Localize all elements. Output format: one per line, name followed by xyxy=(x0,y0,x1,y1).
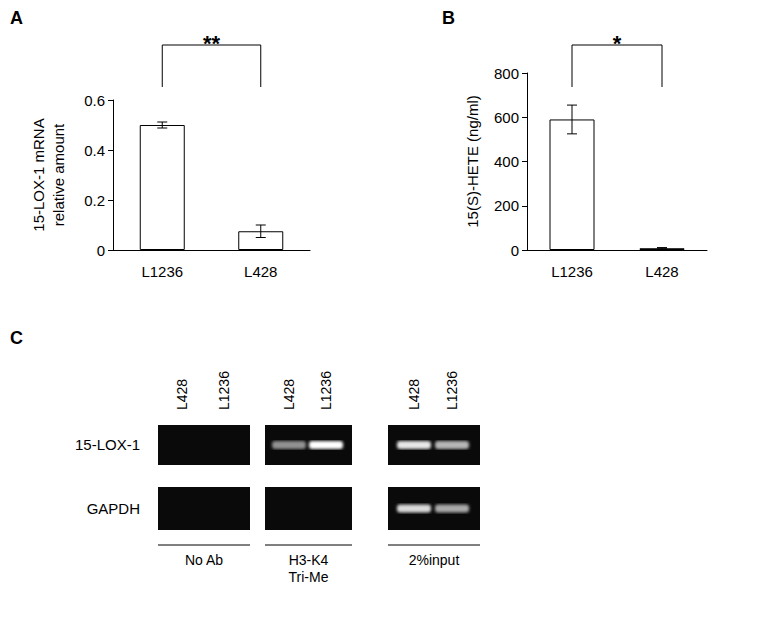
svg-text:L428: L428 xyxy=(406,379,422,410)
svg-text:L1236: L1236 xyxy=(551,263,593,280)
svg-text:No Ab: No Ab xyxy=(185,552,223,568)
svg-text:A: A xyxy=(10,8,23,28)
svg-text:15-LOX-1 mRNA: 15-LOX-1 mRNA xyxy=(30,118,47,231)
svg-text:600: 600 xyxy=(494,109,519,126)
svg-text:L1236: L1236 xyxy=(444,371,460,410)
svg-text:C: C xyxy=(10,328,23,348)
svg-text:2%input: 2%input xyxy=(409,552,460,568)
svg-text:L428: L428 xyxy=(174,379,190,410)
svg-text:GAPDH: GAPDH xyxy=(87,500,140,517)
svg-text:H3-K4Tri-Me: H3-K4Tri-Me xyxy=(289,552,329,585)
svg-text:0.4: 0.4 xyxy=(84,142,105,159)
svg-text:L428: L428 xyxy=(645,263,678,280)
svg-text:0.2: 0.2 xyxy=(84,192,105,209)
svg-text:L1236: L1236 xyxy=(318,371,334,410)
svg-text:L1236: L1236 xyxy=(216,371,232,410)
svg-text:400: 400 xyxy=(494,153,519,170)
svg-text:200: 200 xyxy=(494,197,519,214)
svg-text:relative amount: relative amount xyxy=(50,123,67,226)
svg-text:800: 800 xyxy=(494,65,519,82)
svg-text:0.6: 0.6 xyxy=(84,92,105,109)
svg-text:0: 0 xyxy=(97,242,105,259)
svg-text:L1236: L1236 xyxy=(141,263,183,280)
svg-text:L428: L428 xyxy=(244,263,277,280)
svg-text:L428: L428 xyxy=(281,379,297,410)
svg-text:**: ** xyxy=(203,31,221,56)
svg-text:15(S)-HETE (ng/ml): 15(S)-HETE (ng/ml) xyxy=(464,95,481,228)
svg-text:*: * xyxy=(613,31,622,56)
svg-text:15-LOX-1: 15-LOX-1 xyxy=(75,436,140,453)
svg-text:0: 0 xyxy=(511,242,519,259)
svg-text:B: B xyxy=(442,8,455,28)
